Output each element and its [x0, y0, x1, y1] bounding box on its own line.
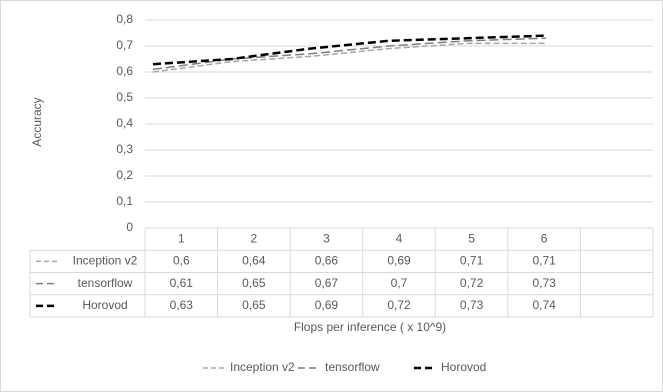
- table-series-name: tensorflow: [78, 276, 133, 290]
- table-value: 0,65: [242, 298, 266, 312]
- y-tick-label: 0,3: [116, 142, 133, 156]
- y-tick-label: 0,7: [116, 38, 133, 52]
- table-value: 0,64: [242, 254, 266, 268]
- y-tick-label: 0,5: [116, 90, 133, 104]
- table-category: 5: [468, 231, 475, 245]
- y-axis-label: Accuracy: [30, 97, 44, 146]
- table-value: 0,74: [532, 298, 556, 312]
- table-value: 0,69: [387, 254, 411, 268]
- table-series-name: Horovod: [82, 298, 127, 312]
- y-tick-label: 0,2: [116, 168, 133, 182]
- legend-label: Inception v2: [230, 360, 295, 374]
- table-category: 4: [396, 231, 403, 245]
- table-value: 0,65: [242, 276, 266, 290]
- table-value: 0,61: [170, 276, 194, 290]
- table-series-name: Inception v2: [73, 254, 138, 268]
- table-category: 6: [541, 231, 548, 245]
- table-category: 2: [251, 231, 258, 245]
- table-value: 0,73: [532, 276, 556, 290]
- y-tick-label: 0,1: [116, 194, 133, 208]
- table-value: 0,71: [460, 254, 484, 268]
- table-value: 0,72: [460, 276, 484, 290]
- table-value: 0,73: [460, 298, 484, 312]
- table-value: 0,7: [391, 276, 408, 290]
- table-value: 0,66: [315, 254, 339, 268]
- y-tick-label: 0,6: [116, 64, 133, 78]
- table-category: 3: [323, 231, 330, 245]
- table-value: 0,72: [387, 298, 411, 312]
- y-tick-label: 0,4: [116, 116, 133, 130]
- table-category: 1: [178, 231, 185, 245]
- y-tick-label: 0,8: [116, 12, 133, 26]
- x-axis-label: Flops per inference ( x 10^9): [294, 320, 446, 334]
- y-tick-label: 0: [126, 220, 133, 234]
- table-value: 0,71: [532, 254, 556, 268]
- table-value: 0,69: [315, 298, 339, 312]
- legend-label: tensorflow: [325, 360, 380, 374]
- series-line: [152, 42, 546, 73]
- legend-label: Horovod: [441, 360, 486, 374]
- table-value: 0,67: [315, 276, 339, 290]
- series-line: [152, 34, 547, 66]
- table-value: 0,63: [170, 298, 194, 312]
- table-value: 0,6: [173, 254, 190, 268]
